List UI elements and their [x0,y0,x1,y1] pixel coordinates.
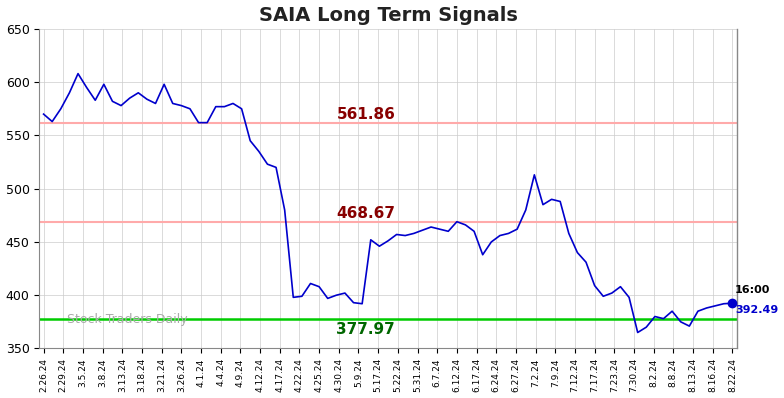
Text: 16:00: 16:00 [735,285,771,295]
Title: SAIA Long Term Signals: SAIA Long Term Signals [259,6,517,25]
Text: 561.86: 561.86 [336,107,395,121]
Text: 468.67: 468.67 [336,206,395,221]
Text: Stock Traders Daily: Stock Traders Daily [67,313,188,326]
Text: 377.97: 377.97 [336,322,395,337]
Text: 392.49: 392.49 [735,305,779,315]
